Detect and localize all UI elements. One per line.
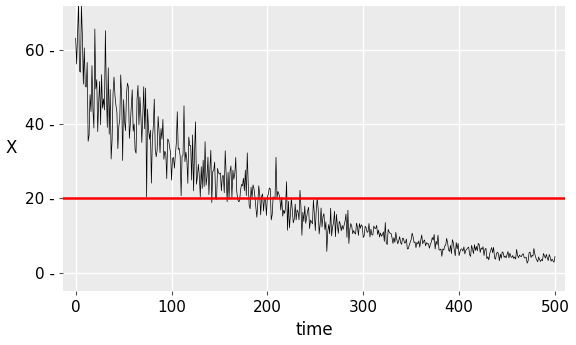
Y-axis label: X: X bbox=[6, 139, 17, 157]
X-axis label: time: time bbox=[295, 322, 333, 339]
